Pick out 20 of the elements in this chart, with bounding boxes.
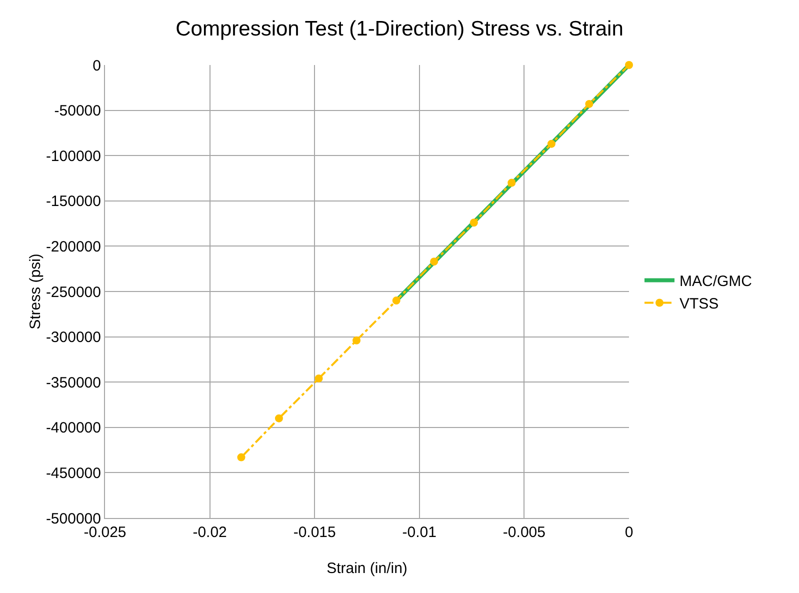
x-tick-label: -0.015	[293, 524, 336, 541]
legend-label: VTSS	[679, 296, 719, 313]
y-tick-label: -200000	[46, 238, 101, 256]
x-tick-label: 0	[624, 524, 634, 541]
x-tick-label: -0.02	[192, 524, 227, 541]
x-axis-title: Strain (in/in)	[326, 560, 408, 577]
chart-title: Compression Test (1-Direction) Stress vs. Strain	[176, 17, 624, 40]
y-tick-label: -350000	[46, 374, 101, 392]
y-tick-label: -300000	[46, 329, 101, 346]
x-tick-label: -0.005	[502, 524, 546, 541]
y-tick-label: -400000	[46, 420, 101, 437]
y-axis-title: Stress (psi)	[26, 254, 44, 330]
y-tick-label: -250000	[46, 284, 101, 301]
x-tick-label: -0.01	[402, 524, 436, 541]
y-tick-label: -50000	[54, 102, 101, 120]
y-tick-label: 0	[92, 57, 101, 74]
y-tick-label: -450000	[46, 464, 101, 482]
legend-label: MAC/GMC	[679, 273, 752, 290]
y-tick-label: -100000	[46, 148, 101, 165]
y-tick-label: -150000	[46, 193, 101, 210]
